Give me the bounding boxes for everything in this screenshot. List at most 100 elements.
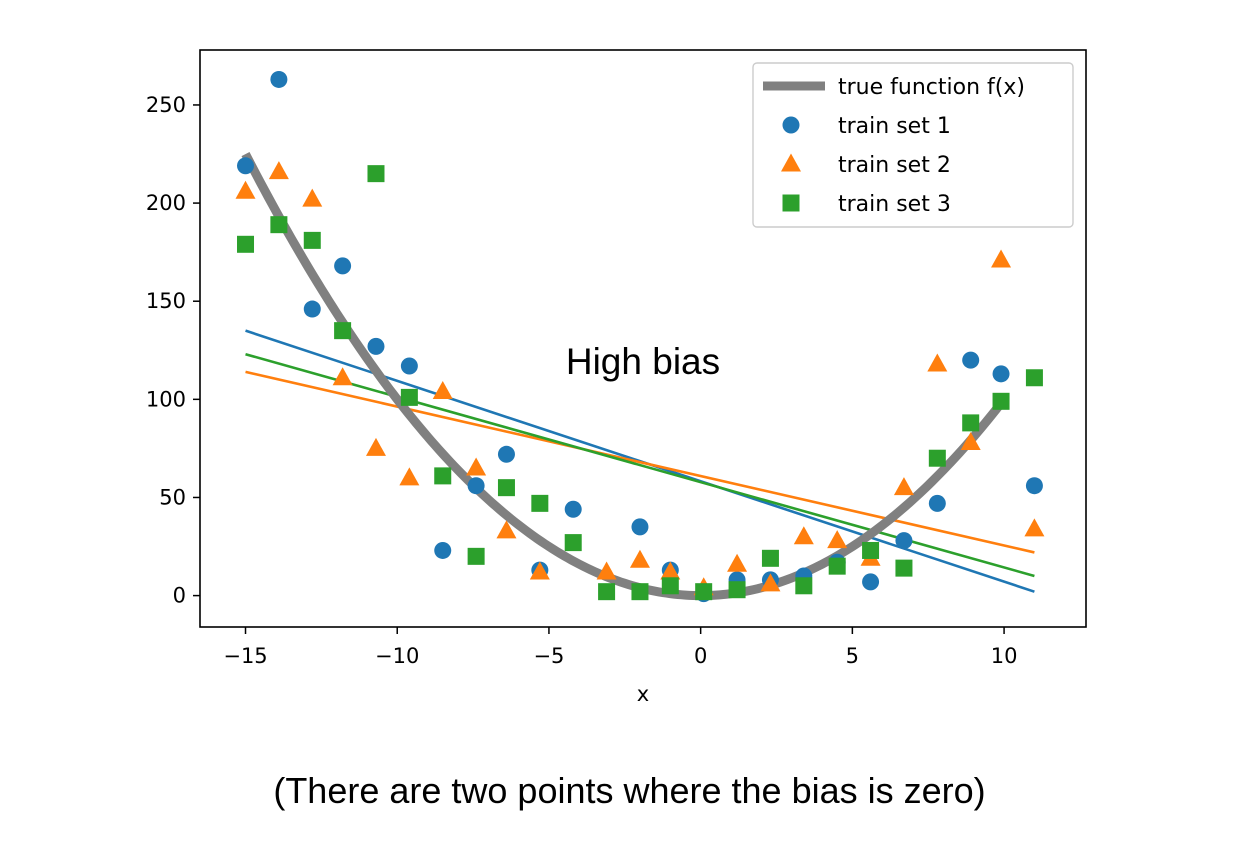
- plot-area: High bias: [235, 70, 1045, 603]
- point-2-11: [596, 561, 617, 580]
- axes-frame: [199, 49, 1087, 628]
- legend-label-1: true function f(x): [838, 75, 1025, 100]
- legend-swatch-triangle: [781, 153, 801, 172]
- point-2-18: [827, 530, 848, 549]
- point-3-24: [992, 392, 1010, 410]
- true-function-curve: [241, 151, 1008, 601]
- point-3-6: [400, 388, 418, 406]
- point-2-15: [727, 553, 748, 572]
- x-tick-label-10: 10: [991, 644, 1018, 668]
- point-3-17: [761, 549, 779, 567]
- point-3-10: [531, 494, 549, 512]
- x-tick-label-0: 0: [694, 644, 707, 668]
- point-2-20: [893, 477, 914, 496]
- point-2-3: [302, 188, 323, 207]
- point-1-9: [497, 445, 515, 463]
- point-1-6: [400, 357, 418, 375]
- point-1-2: [270, 70, 288, 88]
- y-tick-label-150: 150: [146, 289, 186, 313]
- point-2-22: [960, 432, 981, 451]
- point-1-20: [895, 532, 913, 550]
- legend-entry-3: train set 2: [781, 153, 951, 178]
- point-2-13: [660, 561, 681, 580]
- point-3-23: [962, 414, 980, 432]
- plot-content: [235, 70, 1045, 603]
- x-tick-label--5: −5: [533, 644, 564, 668]
- point-2-1: [235, 180, 256, 199]
- legend-label-3: train set 2: [838, 153, 951, 178]
- y-tick-label-250: 250: [146, 93, 186, 117]
- y-tick-label-200: 200: [146, 191, 186, 215]
- point-2-21: [927, 353, 948, 372]
- point-3-22: [928, 449, 946, 467]
- legend-entry-2: train set 1: [782, 114, 951, 139]
- point-3-7: [434, 467, 452, 485]
- legend: true function f(x) train set 1 train set 2…: [752, 62, 1074, 228]
- point-3-3: [303, 231, 321, 249]
- point-2-5: [365, 437, 386, 456]
- legend-swatch-circle: [782, 116, 800, 134]
- point-2-23: [991, 249, 1012, 268]
- series-2: [235, 161, 1045, 596]
- legend-entry-1: true function f(x): [763, 75, 1025, 100]
- y-tick-label-0: 0: [173, 584, 186, 608]
- point-2-8: [466, 457, 487, 476]
- point-1-24: [1025, 477, 1043, 495]
- point-3-12: [598, 583, 616, 601]
- point-3-14: [661, 577, 679, 595]
- fit-line-2: [245, 370, 1035, 554]
- point-3-1: [237, 235, 255, 253]
- point-1-1: [237, 157, 255, 175]
- annotation-high-bias: High bias: [566, 341, 720, 382]
- point-2-4: [332, 367, 353, 386]
- point-1-23: [992, 365, 1010, 383]
- point-2-7: [432, 380, 453, 399]
- point-3-9: [497, 479, 515, 497]
- point-3-13: [631, 583, 649, 601]
- point-3-16: [728, 581, 746, 599]
- point-3-8: [467, 547, 485, 565]
- y-tick-label-100: 100: [146, 387, 186, 411]
- caption: (There are two points where the bias is …: [273, 770, 986, 811]
- point-1-12: [631, 518, 649, 536]
- point-1-19: [862, 573, 880, 591]
- point-3-21: [895, 559, 913, 577]
- series-1: [237, 70, 1043, 603]
- x-tick-label--15: −15: [223, 644, 267, 668]
- point-3-4: [334, 322, 352, 340]
- point-1-21: [928, 494, 946, 512]
- point-2-24: [1024, 518, 1045, 537]
- legend-label-2: train set 1: [838, 114, 951, 139]
- x-tick-label--10: −10: [375, 644, 419, 668]
- legend-box: [752, 62, 1074, 228]
- point-1-8: [467, 477, 485, 495]
- point-2-10: [529, 561, 550, 580]
- legend-swatch-square: [782, 194, 800, 212]
- fit-line-3: [245, 352, 1035, 578]
- point-1-5: [367, 337, 385, 355]
- point-3-20: [862, 541, 880, 559]
- point-3-25: [1025, 369, 1043, 387]
- point-1-3: [303, 300, 321, 318]
- point-3-11: [564, 534, 582, 552]
- point-2-16: [760, 573, 781, 592]
- series-3: [237, 165, 1043, 601]
- point-3-15: [695, 583, 713, 601]
- legend-label-4: train set 3: [838, 192, 951, 217]
- point-1-7: [434, 541, 452, 559]
- point-2-12: [629, 549, 650, 568]
- point-3-2: [270, 216, 288, 234]
- point-3-18: [795, 577, 813, 595]
- point-2-9: [496, 520, 517, 539]
- point-1-22: [962, 351, 980, 369]
- y-tick-label-50: 50: [159, 485, 186, 509]
- point-1-11: [564, 500, 582, 518]
- legend-entry-4: train set 3: [782, 192, 951, 217]
- point-2-6: [399, 467, 420, 486]
- point-2-2: [268, 161, 289, 180]
- x-axis-label: x: [637, 682, 649, 706]
- point-1-4: [334, 257, 352, 275]
- x-tick-label-5: 5: [846, 644, 859, 668]
